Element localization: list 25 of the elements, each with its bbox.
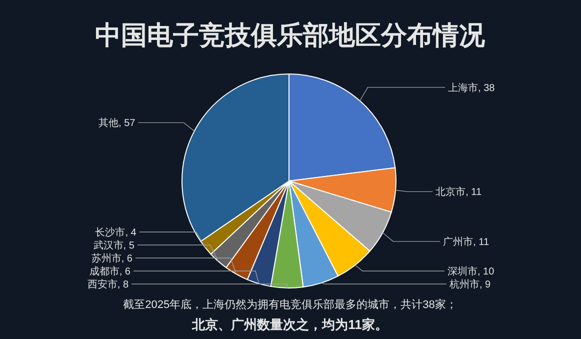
slice-label: 西安市 — [87, 278, 118, 290]
data-label: , 9 — [479, 280, 492, 290]
text: 截至2025年底，上海仍然为拥有电竞俱乐部最多的城市，共计38家； — [123, 298, 457, 311]
slice-label: 杭州市 — [448, 278, 480, 290]
chart-title: 中国电子竞技俱乐部地区分布情况 — [95, 20, 486, 50]
slice-label: 上海市 — [448, 82, 478, 94]
slice-label: 其他 — [98, 117, 119, 130]
data-label: , 4 — [125, 228, 137, 238]
slice-label: 深圳市 — [448, 266, 478, 278]
text: 北京、广州数量次之，均为11家。 — [191, 317, 388, 332]
data-label: , 11 — [466, 187, 482, 198]
slice-label: 成都市 — [89, 266, 120, 278]
slice-label: 苏州市 — [91, 252, 122, 264]
data-label: , 8 — [117, 280, 129, 290]
data-label: , 10 — [478, 266, 495, 278]
data-label: , 38 — [478, 82, 496, 94]
slice-label: 武汉市 — [93, 240, 124, 252]
slice-label: 长沙市 — [95, 226, 126, 238]
data-label: , 57 — [118, 118, 136, 130]
data-label: , 6 — [119, 266, 131, 278]
slice-label: 北京市 — [436, 186, 466, 198]
slice-label: 广州市 — [443, 236, 474, 248]
data-label: , 5 — [123, 240, 135, 252]
data-label: , 6 — [121, 254, 133, 264]
data-label: , 11 — [473, 236, 490, 248]
